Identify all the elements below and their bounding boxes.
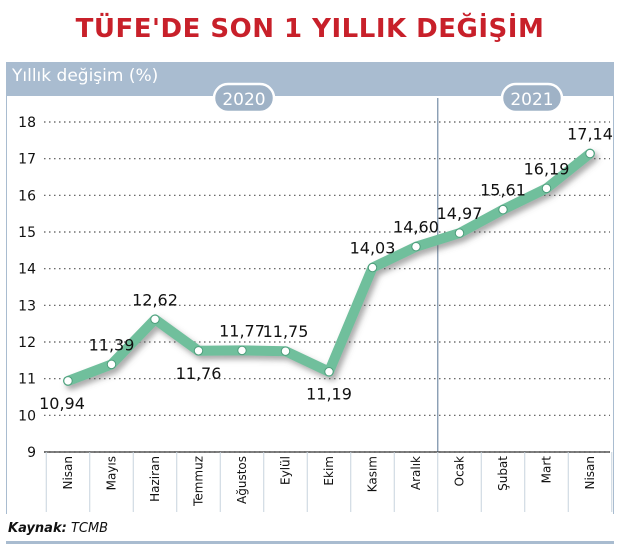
data-label: 14,60 (393, 218, 439, 237)
year-label: 2021 (510, 90, 553, 110)
data-point (63, 376, 73, 386)
data-label: 14,03 (350, 239, 396, 258)
data-label: 17,14 (567, 125, 613, 144)
data-label: 16,19 (524, 159, 570, 178)
data-point (411, 241, 421, 252)
x-tick-label: Şubat (496, 456, 510, 491)
chart-frame (6, 96, 614, 514)
source-value: TCMB (70, 521, 109, 536)
y-tick-label: 16 (18, 188, 36, 204)
x-tick-label: Temmuz (192, 456, 206, 507)
data-point (280, 346, 291, 356)
y-tick-label: 17 (18, 152, 36, 168)
source-note: Kaynak: TCMB (8, 521, 108, 536)
y-tick-label: 15 (18, 225, 36, 241)
x-tick-label: Aralık (409, 456, 423, 490)
data-label: 11,76 (176, 364, 222, 383)
data-label: 11,75 (263, 322, 309, 341)
data-point (324, 367, 334, 377)
x-tick-label: Ağustos (235, 456, 249, 504)
data-label: 12,62 (132, 290, 178, 309)
data-point (498, 204, 508, 215)
source-label: Kaynak: (8, 521, 67, 536)
data-point (454, 228, 465, 238)
x-tick-label: Ocak (453, 456, 467, 486)
x-tick-label: Nisan (61, 456, 75, 490)
y-tick-label: 12 (18, 335, 36, 351)
x-tick-label: Nisan (583, 456, 597, 490)
data-label: 11,39 (89, 335, 135, 354)
y-tick-label: 10 (18, 408, 36, 424)
data-label: 10,94 (39, 394, 85, 413)
year-label: 2020 (222, 90, 265, 110)
data-label: 11,19 (306, 385, 352, 404)
x-tick-label: Mart (540, 456, 554, 484)
x-tick-label: Ekim (322, 456, 336, 486)
chart-title: TÜFE'DE SON 1 YILLIK DEĞİŞİM (75, 14, 545, 44)
y-tick-label: 14 (18, 262, 36, 278)
data-point (585, 148, 595, 159)
x-tick-label: Eylül (279, 456, 293, 485)
y-tick-label: 9 (27, 445, 36, 461)
x-tick-label: Mayıs (105, 456, 119, 490)
x-tick-label: Haziran (148, 456, 162, 502)
data-label: 15,61 (480, 181, 526, 200)
y-tick-label: 11 (18, 372, 36, 388)
year-badge (500, 82, 564, 114)
year-badge (212, 82, 276, 114)
bottom-rule (6, 541, 614, 544)
data-point (237, 345, 247, 356)
data-point (367, 262, 378, 273)
x-tick-label: Kasım (366, 456, 380, 492)
data-point (193, 346, 204, 356)
y-tick-label: 13 (18, 298, 36, 314)
y-axis-label: Yıllık değişim (%) (12, 66, 159, 86)
data-point (541, 183, 552, 194)
data-point (106, 359, 117, 370)
y-tick-label: 18 (18, 115, 36, 131)
data-label: 14,97 (437, 204, 483, 223)
data-label: 11,77 (219, 321, 265, 340)
data-point (150, 314, 160, 324)
